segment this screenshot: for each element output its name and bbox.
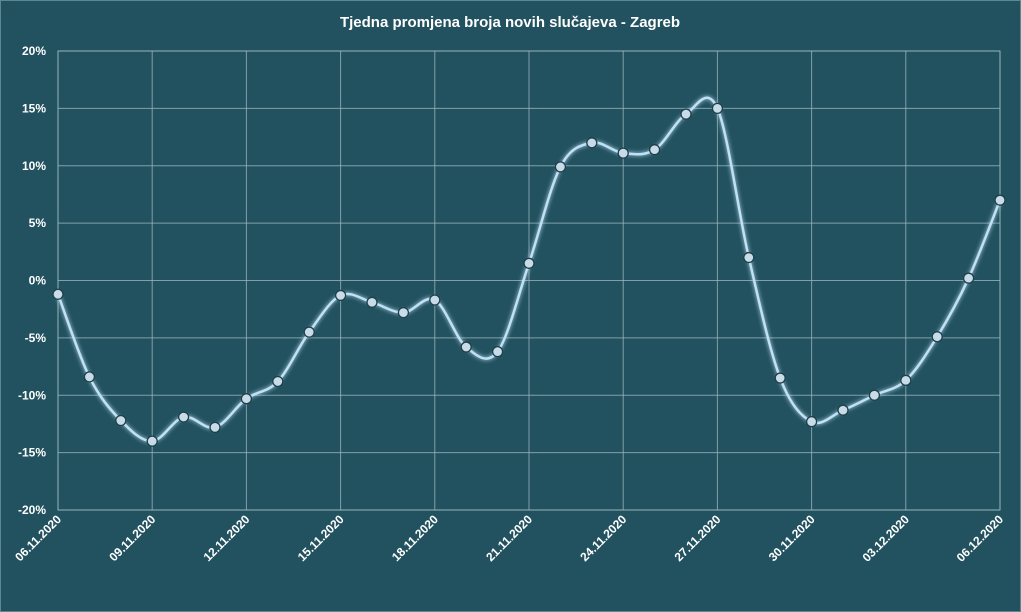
data-point (460, 341, 472, 353)
data-point (209, 421, 221, 434)
data-point (711, 102, 724, 115)
y-tick-label: -20% (18, 503, 46, 517)
x-tick-label: 30.11.2020 (766, 512, 818, 564)
data-point (931, 331, 943, 343)
x-tick-label: 18.11.2020 (389, 512, 441, 564)
x-tick-label: 09.11.2020 (106, 512, 158, 564)
x-tick-label: 03.12.2020 (860, 512, 913, 565)
x-tick-label: 06.11.2020 (12, 512, 64, 564)
data-point (272, 375, 284, 388)
data-point (177, 411, 190, 423)
data-point (83, 371, 96, 383)
y-tick-label: 0% (29, 274, 47, 288)
data-point (900, 374, 912, 386)
y-tick-label: -5% (25, 331, 47, 345)
data-point (648, 144, 661, 156)
data-point (429, 294, 441, 306)
data-point (837, 404, 849, 416)
y-tick-label: 10% (22, 159, 46, 173)
y-tick-label: -10% (18, 388, 46, 402)
data-point (680, 108, 692, 120)
data-point (240, 393, 253, 405)
x-tick-label: 24.11.2020 (577, 512, 629, 564)
data-points (52, 102, 1006, 447)
data-point (617, 147, 629, 159)
x-tick-label: 12.11.2020 (201, 512, 253, 564)
data-point (397, 306, 410, 319)
data-point (366, 296, 378, 308)
data-point (554, 161, 567, 173)
data-point (586, 137, 598, 149)
data-point (115, 414, 127, 427)
data-point (774, 372, 786, 384)
x-tick-label: 21.11.2020 (483, 512, 535, 564)
grid-lines (57, 50, 1001, 511)
data-point (962, 272, 975, 284)
data-point (523, 257, 535, 269)
data-point (743, 251, 755, 264)
data-point (334, 289, 347, 302)
x-axis-labels: 06.11.2020 09.11.2020 12.11.2020 15.11.2020… (12, 512, 1006, 565)
chart-title: Tjedna promjena broja novih slučajeva - … (340, 14, 680, 31)
x-tick-label: 15.11.2020 (295, 512, 347, 564)
y-tick-label: -15% (18, 446, 46, 460)
y-tick-label: 20% (22, 44, 46, 58)
x-tick-label: 06.12.2020 (954, 512, 1007, 565)
data-point (994, 194, 1006, 206)
data-point (805, 415, 818, 428)
data-point (52, 288, 64, 300)
y-tick-label: 5% (29, 216, 47, 230)
data-point (303, 326, 315, 338)
x-tick-label: 27.11.2020 (672, 512, 724, 564)
data-point (491, 345, 504, 358)
data-point (146, 435, 158, 447)
data-point (868, 389, 881, 401)
y-axis-labels: -20% -15% -10% -5% 0% 5% 10% 15% 20% (18, 44, 46, 517)
plot-area-border (57, 50, 1001, 511)
y-tick-label: 15% (22, 101, 46, 115)
